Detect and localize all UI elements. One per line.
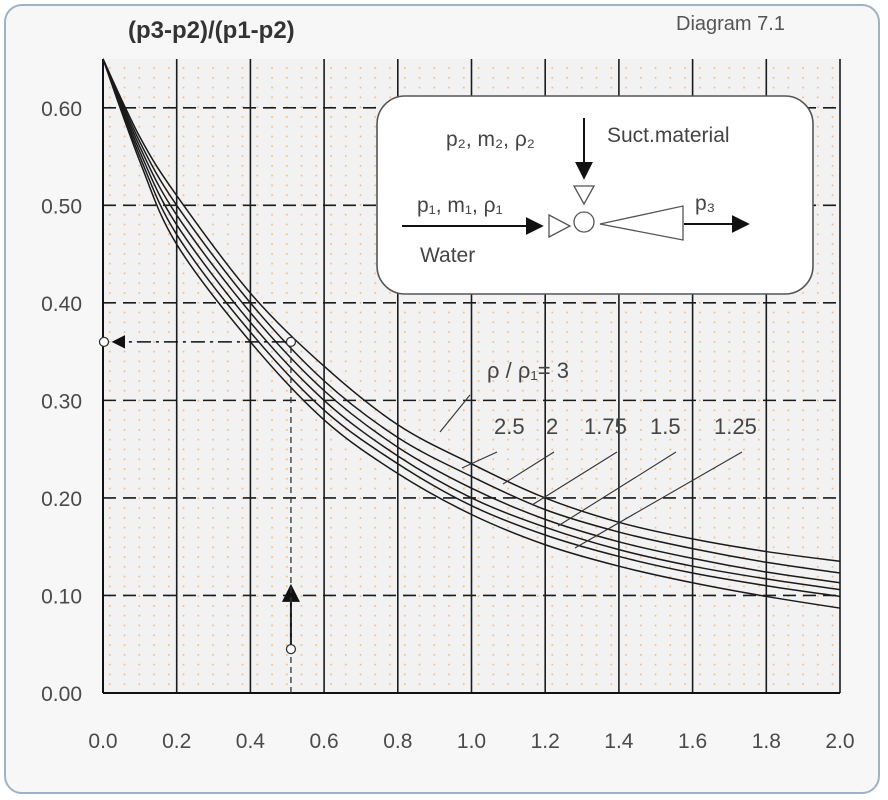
inset-water-label: p₁, m₁, ρ₁ (417, 194, 503, 217)
x-tick-label: 0.0 (88, 730, 117, 753)
x-tick-label: 2.0 (825, 730, 854, 753)
legend-label-2-5: 2.5 (494, 414, 525, 439)
y-tick-label: 0.60 (41, 98, 82, 121)
inset-schematic: p₂, m₂, ρ₂ Suct.material p₁, m₁, ρ₁ Wate… (376, 95, 814, 295)
y-tick-label: 0.00 (41, 683, 82, 706)
x-tick-label: 1.0 (457, 730, 486, 753)
legend-label-1-5: 1.5 (650, 414, 681, 439)
x-tick-label: 1.6 (678, 730, 707, 753)
inset-diffuser (599, 205, 684, 241)
x-tick-label: 0.6 (309, 730, 338, 753)
x-tick-label: 1.2 (531, 730, 560, 753)
legend-leader (557, 451, 677, 527)
y-tick-label: 0.50 (41, 195, 82, 218)
x-tick-label: 1.4 (604, 730, 634, 753)
diagram-label: Diagram 7.1 (676, 13, 785, 35)
y-tick-label: 0.30 (41, 390, 82, 413)
series-line-2-5 (102, 58, 841, 574)
x-tick-label: 1.8 (752, 730, 781, 753)
legend-label-first: ρ / ρ₁= 3 (487, 358, 569, 383)
legend: ρ / ρ₁= 3 2.5 2 1.75 1.5 1.25 (487, 358, 757, 439)
legend-leaders (439, 394, 743, 549)
example-curve-point (285, 336, 297, 348)
legend-leader (439, 394, 471, 433)
series-line-1-75 (102, 58, 841, 591)
legend-leader (531, 451, 618, 506)
series-line-2 (102, 58, 841, 584)
inset-suction-label: p₂, m₂, ρ₂ (446, 128, 535, 151)
inset-box (376, 95, 814, 295)
example-result-point (98, 336, 110, 348)
inset-water-name: Water (420, 244, 475, 267)
x-axis-ticks: 0.0 0.2 0.4 0.6 0.8 1.0 1.2 1.4 1.6 1.8 2.0 (88, 730, 854, 753)
legend-label-1-75: 1.75 (584, 414, 627, 439)
x-tick-label: 0.2 (162, 730, 191, 753)
series-line-1-25 (102, 58, 841, 609)
x-tick-label: 0.4 (236, 730, 266, 753)
example-construction (98, 335, 300, 693)
legend-leader (574, 451, 743, 549)
series-group (102, 58, 841, 609)
y-tick-label: 0.20 (41, 488, 82, 511)
legend-label-1-25: 1.25 (714, 414, 757, 439)
inset-mixing-chamber (573, 211, 595, 233)
y-axis-label: (p3-p2)/(p1-p2) (128, 17, 295, 44)
legend-leader (461, 451, 498, 469)
legend-leader (502, 451, 555, 485)
series-line-3 (102, 58, 841, 563)
y-axis-ticks: 0.00 0.10 0.20 0.30 0.40 0.50 0.60 (41, 98, 82, 706)
inset-outlet-label: p₃ (695, 192, 715, 215)
x-tick-label: 0.8 (383, 730, 412, 753)
inset-water-nozzle (548, 213, 572, 239)
example-start-point (285, 643, 297, 655)
y-tick-label: 0.10 (41, 585, 82, 608)
inset-suction-name: Suct.material (607, 124, 730, 147)
series-line-1-5 (102, 58, 841, 598)
legend-label-2: 2 (546, 414, 558, 439)
y-tick-label: 0.40 (41, 293, 82, 316)
inset-suction-nozzle (572, 185, 596, 206)
